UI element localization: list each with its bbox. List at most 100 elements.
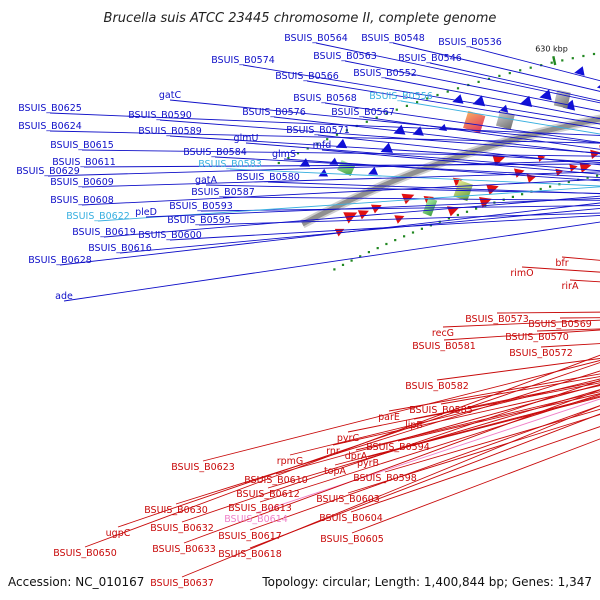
reverse-leader-line <box>443 329 600 341</box>
reverse-leader-line <box>440 376 600 405</box>
reverse-leader-line <box>334 395 600 466</box>
forward-leader-line <box>306 80 600 130</box>
reverse-gene-label: BSUIS_B0618 <box>218 549 282 560</box>
forward-gene-label: BSUIS_B0619 <box>72 227 136 238</box>
label-leader-lines <box>47 42 600 578</box>
reverse-leader-line <box>275 384 600 475</box>
reverse-gene-arrow <box>590 149 600 159</box>
forward-leader-line <box>81 149 600 157</box>
outer-dot-ring <box>277 52 596 165</box>
reverse-leader-line <box>384 408 600 473</box>
forward-leader-line <box>145 198 600 218</box>
reverse-leader-line <box>347 414 600 494</box>
tick-mark <box>552 55 557 66</box>
forward-gene-label: glmS <box>272 149 296 160</box>
reverse-gene-label: BSUIS_B0633 <box>152 544 216 555</box>
reverse-leader-line <box>181 405 600 578</box>
forward-gene-label: BSUIS_B0536 <box>438 37 502 48</box>
forward-leader-line <box>49 112 600 136</box>
forward-leader-line <box>169 135 600 163</box>
forward-gene-arrow <box>452 94 464 104</box>
forward-gene-arrow <box>299 158 311 167</box>
forward-gene-label: pleD <box>135 207 157 218</box>
forward-gene-label: BSUIS_B0625 <box>18 103 82 114</box>
forward-gene-label: BSUIS_B0552 <box>353 68 417 79</box>
gene-labels: BSUIS_B0564 BSUIS_B0548 BSUIS_B0536 BSUIS_B… <box>16 33 592 589</box>
reverse-leader-line <box>181 380 600 523</box>
forward-leader-line <box>362 116 600 150</box>
forward-leader-line <box>400 100 600 135</box>
forward-leader-line <box>97 186 600 222</box>
reverse-gene-label: BSUIS_B0573 <box>465 314 529 325</box>
reverse-gene-label: rnr <box>326 446 340 457</box>
reverse-gene-label: BSUIS_B0582 <box>405 381 469 392</box>
reverse-gene-label: BSUIS_B0604 <box>319 513 383 524</box>
reverse-leader-line <box>267 389 600 489</box>
forward-gene-label: BSUIS_B0564 <box>284 33 348 44</box>
forward-gene-label: BSUIS_B0566 <box>275 71 339 82</box>
forward-leader-line <box>273 116 600 155</box>
forward-gene-arrow <box>335 138 348 149</box>
reverse-gene-label: recG <box>432 328 454 339</box>
forward-gene-label: mfd <box>313 140 332 151</box>
forward-leader-line <box>103 195 600 238</box>
forward-gene-label: BSUIS_B0563 <box>313 51 377 62</box>
forward-leader-line <box>267 181 600 195</box>
reverse-gene-label: dprA <box>345 451 368 462</box>
forward-gene-label: BSUIS_B0567 <box>331 107 395 118</box>
map-title: Brucella suis ATCC 23445 chromosome II, … <box>104 11 497 26</box>
forward-gene-label: BSUIS_B0546 <box>398 53 462 64</box>
reverse-leader-line <box>332 385 600 446</box>
forward-leader-line <box>245 142 600 172</box>
reverse-leader-line <box>367 396 600 458</box>
forward-gene-label: BSUIS_B0556 <box>369 91 433 102</box>
tick-label: 630 kbp <box>535 44 568 53</box>
reverse-gene-label: BSUIS_B0572 <box>509 348 573 359</box>
forward-gene-label: BSUIS_B0590 <box>128 110 192 121</box>
forward-gene-label: ade <box>55 291 73 302</box>
reverse-leader-line <box>249 405 600 531</box>
reverse-gene-label: bfr <box>555 258 568 269</box>
reverse-gene-label: BSUIS_B0614 <box>224 514 288 525</box>
reverse-gene-label: BSUIS_B0594 <box>366 442 430 453</box>
reverse-gene-label: BSUIS_B0603 <box>316 494 380 505</box>
forward-leader-line <box>81 178 600 206</box>
reverse-gene-label: BSUIS_B0650 <box>53 548 117 559</box>
reverse-leader-line <box>183 389 600 544</box>
reverse-leader-line <box>249 413 600 549</box>
forward-leader-line <box>198 212 600 226</box>
gene-block <box>463 110 486 134</box>
forward-gene-arrow <box>393 124 406 135</box>
reverse-leader-line <box>289 378 600 456</box>
forward-gene-label: BSUIS_B0584 <box>183 147 247 158</box>
forward-gene-label: BSUIS_B0568 <box>293 93 357 104</box>
forward-gene-label: BSUIS_B0593 <box>169 201 233 212</box>
reverse-gene-label: BSUIS_B0637 <box>150 578 214 589</box>
forward-gene-label: BSUIS_B0616 <box>88 243 152 254</box>
forward-gene-label: BSUIS_B0629 <box>16 166 80 177</box>
reverse-gene-label: BSUIS_B0630 <box>144 505 208 516</box>
reverse-leader-line <box>351 438 600 534</box>
forward-leader-line <box>222 196 600 201</box>
forward-gene-label: BSUIS_B0600 <box>138 230 202 241</box>
chromosome-backbone <box>300 114 600 229</box>
forward-leader-line <box>81 171 600 188</box>
tick-labels: 510 kbp520 kbp530 kbp540 kbp550 kbp560 k… <box>535 44 568 66</box>
reverse-gene-label: pyrB <box>357 458 379 469</box>
reverse-leader-line <box>350 426 600 513</box>
forward-gene-label: BSUIS_B0548 <box>361 33 425 44</box>
reverse-gene-arrow <box>569 164 578 172</box>
forward-gene-label: BSUIS_B0571 <box>286 125 350 136</box>
gene-block <box>495 110 515 130</box>
reverse-leader-line <box>117 362 600 528</box>
forward-leader-line <box>49 130 600 144</box>
forward-leader-line <box>392 42 600 92</box>
reverse-gene-label: BSUIS_B0623 <box>171 462 235 473</box>
forward-gene-arrow <box>368 166 378 175</box>
reverse-leader-line <box>84 354 600 548</box>
forward-leader-line <box>324 102 600 143</box>
forward-leader-line <box>169 214 600 241</box>
forward-gene-label: BSUIS_B0587 <box>191 187 255 198</box>
reverse-leader-line <box>202 360 600 462</box>
forward-gene-label: BSUIS_B0615 <box>50 140 114 151</box>
